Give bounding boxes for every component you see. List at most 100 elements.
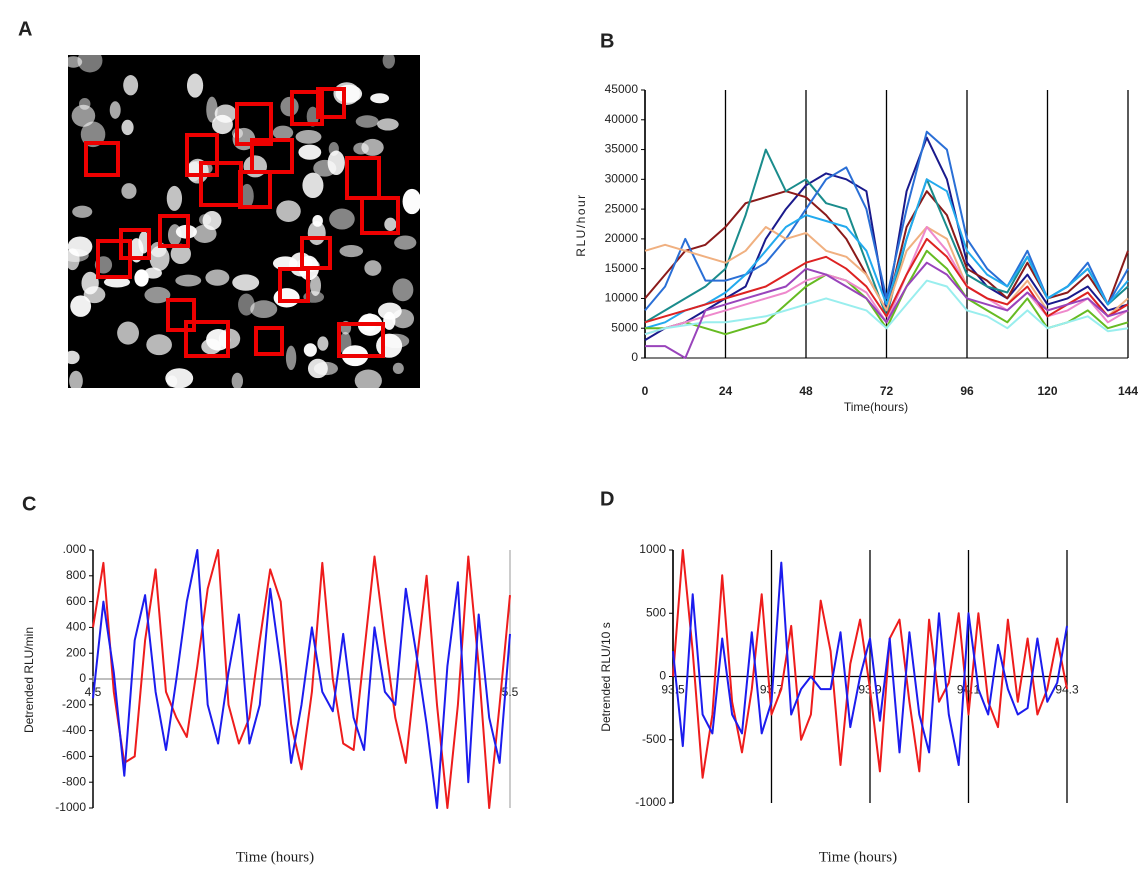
cell (307, 358, 328, 379)
cell (392, 362, 404, 375)
x-tick-label: 72 (880, 384, 894, 398)
cell (64, 56, 83, 68)
y-tick-label: 600 (66, 594, 86, 608)
cell (295, 130, 322, 144)
y-tick-label: 400 (66, 620, 86, 634)
roi-box (300, 236, 332, 270)
cell (166, 185, 183, 211)
panel-label: A (18, 18, 32, 40)
cell (250, 300, 278, 319)
cell (272, 256, 298, 271)
cell (364, 260, 382, 276)
cell (280, 96, 299, 117)
series-line (672, 561, 1068, 766)
cell (121, 119, 134, 136)
y-tick-label: -200 (62, 697, 86, 711)
cell (276, 200, 301, 222)
cell (302, 172, 324, 199)
cell (303, 343, 317, 357)
cell (355, 115, 379, 128)
cell (272, 125, 294, 140)
cell (69, 370, 83, 391)
roi-box (158, 214, 190, 248)
cell (134, 269, 149, 287)
cell (310, 274, 322, 296)
cell (103, 276, 131, 288)
y-tick-label: -800 (62, 774, 86, 788)
y-tick-label: -1000 (635, 795, 666, 809)
cell (187, 161, 201, 182)
cell (285, 345, 297, 371)
cell (329, 208, 355, 230)
y-tick-label: -1000 (55, 800, 86, 814)
x-axis-title: Time (hours) (236, 849, 314, 865)
x-axis-title: Time(hours) (844, 400, 908, 414)
cell (382, 333, 410, 349)
y-tick-label: 20000 (605, 231, 639, 245)
cell (146, 334, 172, 356)
cell (232, 274, 260, 291)
roi-box (337, 322, 385, 358)
cell (170, 243, 191, 264)
y-axis-title: RLU/hour (574, 193, 588, 256)
x-axis-title: Time (hours) (819, 849, 897, 865)
panel-label: C (22, 493, 36, 515)
cell (317, 336, 329, 351)
cell (109, 101, 121, 119)
roi-box (254, 326, 284, 356)
cell (80, 121, 106, 148)
cell (402, 188, 422, 215)
cell (353, 142, 369, 155)
cell (186, 73, 204, 98)
cell (238, 293, 255, 316)
y-tick-label: 30000 (605, 172, 639, 186)
cell (149, 245, 170, 271)
cell (117, 321, 139, 345)
y-tick-label: 0 (659, 669, 666, 683)
roi-box (278, 267, 310, 303)
cell (67, 236, 93, 257)
cell (167, 224, 182, 246)
roi-box (316, 87, 346, 119)
cell (243, 155, 268, 178)
series-line (644, 237, 1129, 324)
series-line (92, 549, 511, 809)
x-tick-label: 144 (1118, 384, 1138, 398)
cell (77, 48, 103, 73)
cell (298, 144, 322, 160)
cell (166, 375, 178, 388)
y-tick-label: 45000 (605, 82, 639, 96)
roi-box (84, 141, 120, 177)
cell (339, 245, 364, 258)
cell (392, 278, 414, 302)
y-tick-label: 0 (631, 350, 638, 364)
y-tick-label: 500 (646, 605, 666, 619)
series-line (644, 279, 1129, 336)
roi-box (290, 90, 324, 126)
y-tick-label: 5000 (611, 320, 638, 334)
cell (144, 286, 171, 304)
y-tick-label: 0 (79, 671, 86, 685)
cell (354, 369, 382, 392)
series-line (644, 178, 1129, 330)
cell (70, 295, 92, 317)
y-tick-label: 25000 (605, 201, 639, 215)
cell (382, 52, 395, 69)
panel-label: D (600, 488, 614, 510)
cell (273, 288, 300, 308)
roi-box (250, 138, 294, 174)
series-line (92, 549, 511, 809)
cell (64, 350, 80, 365)
cell (307, 221, 326, 246)
y-tick-label: -400 (62, 723, 86, 737)
y-tick-label: 35000 (605, 142, 639, 156)
cell (370, 93, 390, 104)
cell (175, 274, 202, 287)
cell-image (61, 48, 422, 392)
cell (72, 205, 93, 218)
series-line (672, 549, 1068, 779)
x-tick-label: 48 (799, 384, 813, 398)
x-tick-label: 94.3 (1055, 683, 1079, 697)
cell (306, 106, 319, 127)
